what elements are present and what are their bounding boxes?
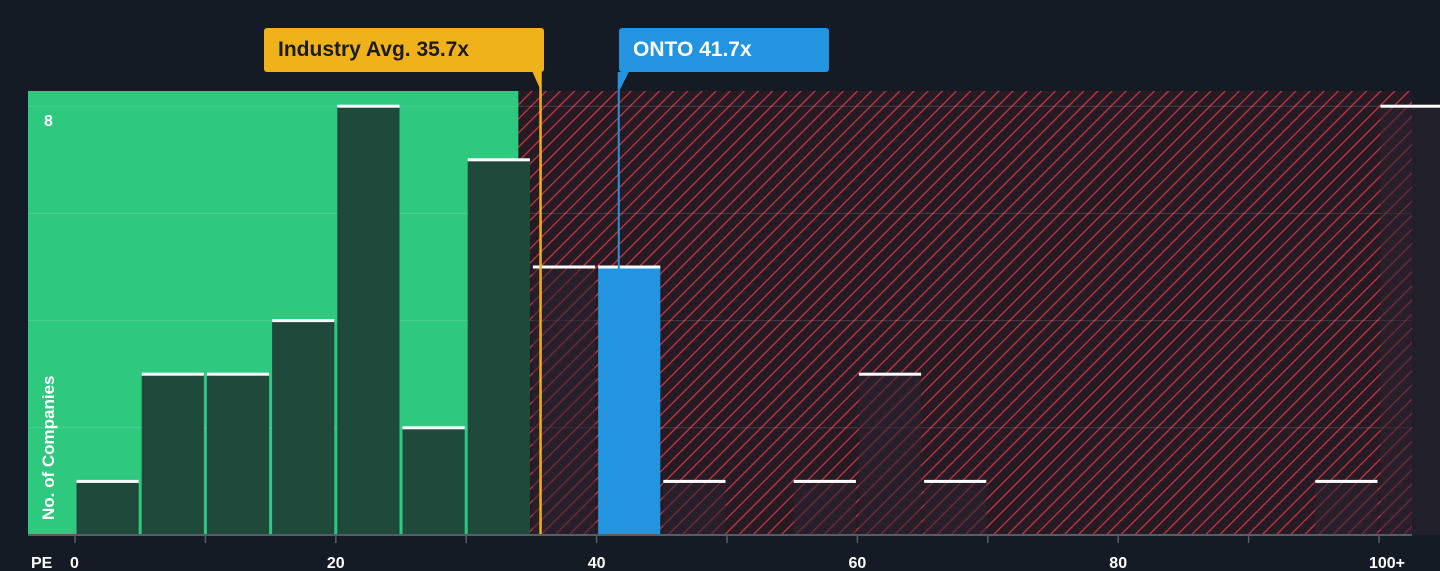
x-tick-label: 60 [849, 555, 867, 571]
x-tick-label: 40 [588, 555, 606, 571]
bar-top-cap [272, 319, 335, 323]
bar-top-cap [206, 372, 270, 376]
histogram-bar [663, 481, 726, 535]
histogram-bar [76, 481, 139, 535]
bar-top-cap [337, 104, 400, 108]
histogram-bar [1380, 106, 1440, 535]
bar-top-cap [141, 372, 204, 376]
industry-callout-pointer [532, 72, 541, 90]
company-callout-pointer [618, 72, 629, 92]
bar-top-cap [532, 265, 596, 269]
histogram-bar [337, 106, 400, 535]
bar-top-cap [76, 479, 139, 483]
x-tick-label: 20 [327, 555, 345, 571]
histogram-bar [793, 481, 856, 535]
histogram-bar [272, 320, 335, 535]
y-axis-label: No. of Companies [39, 375, 58, 520]
bar-top-cap [1315, 479, 1378, 483]
bar-top-cap [924, 479, 987, 483]
bar-top-cap [663, 479, 726, 483]
histogram-bar [206, 374, 270, 535]
bar-top-cap [598, 265, 661, 269]
y-tick-label: 8 [44, 113, 53, 130]
histogram-bar [532, 267, 596, 535]
histogram-bar [467, 159, 530, 536]
x-axis-label: PE [31, 555, 53, 571]
histogram-bar [924, 481, 987, 535]
industry-avg-callout: Industry Avg. 35.7x [264, 28, 544, 72]
overvalued-zone [518, 91, 1412, 535]
company-pe-callout: ONTO 41.7x [619, 28, 829, 72]
histogram-bar [141, 374, 204, 535]
x-tick-label: 80 [1109, 555, 1127, 571]
histogram-bar [598, 267, 661, 535]
x-tick-label: 0 [70, 555, 79, 571]
histogram-bar [858, 374, 922, 535]
bar-top-cap [1380, 104, 1440, 108]
bar-top-cap [467, 158, 530, 162]
bar-top-cap [793, 479, 856, 483]
bar-top-cap [402, 426, 465, 430]
bar-top-cap [858, 372, 922, 376]
x-tick-label: 100+ [1369, 555, 1405, 571]
histogram-bar [1315, 481, 1378, 535]
histogram-bar [402, 427, 465, 535]
